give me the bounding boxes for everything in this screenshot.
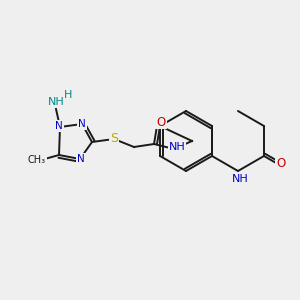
- Text: H: H: [64, 90, 72, 100]
- Text: NH: NH: [232, 174, 248, 184]
- Text: O: O: [156, 116, 166, 128]
- Text: NH: NH: [169, 142, 185, 152]
- Text: S: S: [110, 131, 118, 145]
- Text: CH₃: CH₃: [28, 155, 46, 165]
- Text: N: N: [77, 154, 85, 164]
- Text: O: O: [276, 157, 286, 170]
- Text: NH: NH: [48, 97, 64, 107]
- Text: N: N: [78, 119, 86, 129]
- Text: N: N: [55, 121, 63, 131]
